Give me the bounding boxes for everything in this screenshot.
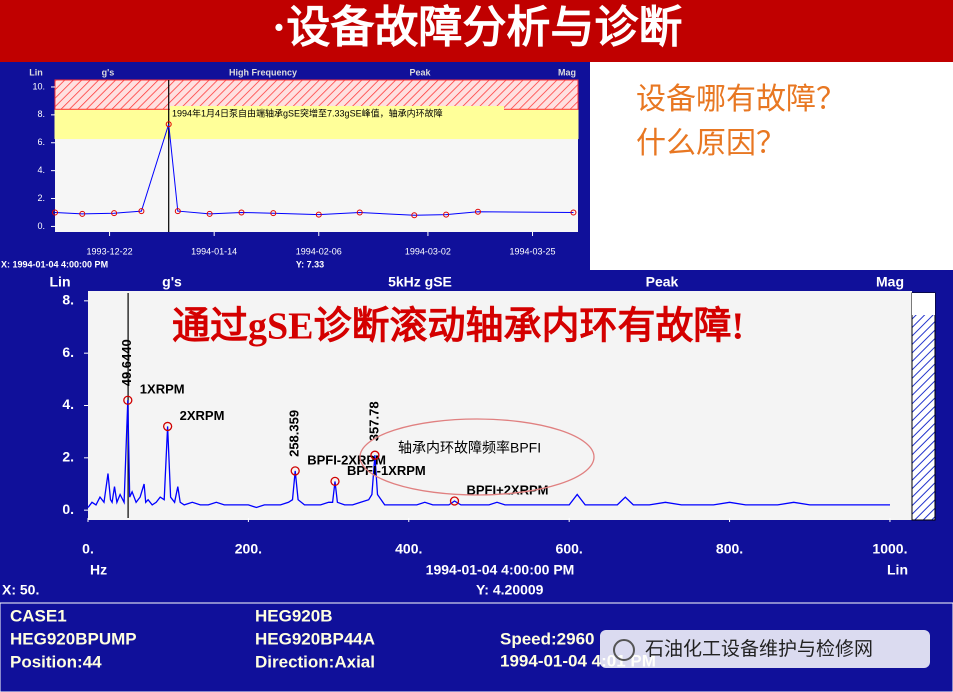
data-point [411,212,418,219]
header-label: Mag [876,274,904,290]
peak-marker [449,496,460,506]
scale-label: Lin [887,562,908,578]
peak-label: BPFI-1XRPM [347,463,426,478]
x-tick-label: 200. [235,541,262,557]
peak-label: 1XRPM [140,382,185,397]
data-point [443,211,450,218]
cursor-y: Y: 4.20009 [476,582,544,598]
x-tick-label: 1994-03-02 [405,246,451,256]
peak-label: BPFI-2XRPM [307,452,386,467]
cursor-y: Y: 7.33 [296,259,324,269]
y-tick-label: 0. [37,221,45,231]
annotation: 1994年1月4日泵自由端轴承gSE突增至7.33gSE峰值，轴承内环故障 [172,107,443,118]
level-bar-top [912,293,935,315]
data-point [111,210,118,217]
data-point [206,210,213,217]
header-label: Mag [558,67,576,77]
data-point [474,208,481,215]
peak-frequency: 258.359 [287,410,302,457]
data-point [174,208,181,215]
x-tick-label: 1000. [872,541,907,557]
y-tick-label: 2. [62,449,74,465]
level-bar [911,292,936,521]
watermark-icon [613,639,635,661]
header-label: 5kHz gSE [388,274,452,290]
slide-title: ·设备故障分析与诊断 [272,3,683,52]
y-tick-label: 4. [62,396,74,412]
x-tick-label: 1993-12-22 [87,246,133,256]
annotation: 轴承内环故障频率BPFI [398,440,541,456]
x-tick-label: 400. [395,541,422,557]
header-label: Lin [50,274,71,290]
peak-label: BPFI+2XRPM [466,482,548,497]
x-tick-label: 1994-01-14 [191,246,237,256]
cursor-date: 1994-01-04 4:00:00 PM [426,562,575,578]
question: 设备哪有故障？什么原因？ [636,83,846,160]
y-tick-label: 6. [62,344,74,360]
info-text: Direction:Axial [255,652,375,671]
y-tick-label: 8. [62,292,74,308]
annotation-ellipse [359,418,595,496]
header-label: g's [162,274,182,290]
x-axis-label: Hz [90,562,107,578]
y-tick-label: 4. [37,165,45,175]
data-point [570,209,577,216]
info-text: HEG920BP44A [255,629,375,648]
info-text: HEG920BPUMP [10,629,137,648]
peak-label: 2XRPM [180,408,225,423]
cursor-x: X: 1994-01-04 4:00:00 PM [1,259,108,269]
bottom-plot-area [88,291,912,520]
peak-marker [330,476,340,487]
data-point [315,211,322,218]
y-tick-label: 0. [62,501,74,517]
data-point [52,209,58,216]
x-tick-label: 1994-02-06 [296,246,342,256]
x-tick-label: 800. [716,541,743,557]
annotation-box [170,106,504,121]
data-line [87,400,890,509]
header-label: Peak [409,67,431,77]
peak-frequency: 357.78 [366,401,381,441]
info-text: Position:44 [10,652,102,671]
title-bar [0,0,953,62]
y-tick-label: 8. [37,109,45,119]
y-tick-label: 6. [37,137,45,147]
data-point [165,121,172,128]
cursor-x: X: 50. [2,582,39,598]
header-label: g's [102,67,115,77]
x-tick-label: 600. [556,541,583,557]
header-label: Lin [29,67,43,77]
data-point [138,208,145,215]
data-point [79,210,86,217]
data-point [356,209,363,216]
info-text: Speed:2960 [500,629,595,648]
data-line [54,124,574,216]
question-panel [590,62,953,270]
y-tick-label: 10. [32,81,45,91]
watermark: 石油化工设备维护与检修网 [645,638,873,660]
info-text: HEG920B [255,606,332,625]
data-point [238,209,245,216]
alarm-band [54,79,579,110]
peak-marker [290,466,300,476]
headline: 通过gSE诊断滚动轴承内环有故障! [172,306,744,348]
watermark-bg [600,630,930,668]
x-tick-label: 0. [82,541,94,557]
peak-marker [123,395,133,405]
info-text: CASE1 [10,606,67,625]
y-tick-label: 2. [37,193,45,203]
x-tick-label: 1994-03-25 [509,246,555,256]
header-label: Peak [646,274,679,290]
data-point [270,210,277,217]
peak-marker [370,450,380,460]
header-label: High Frequency [229,67,297,77]
peak-frequency: 49.6440 [119,339,134,386]
peak-marker [162,421,173,432]
